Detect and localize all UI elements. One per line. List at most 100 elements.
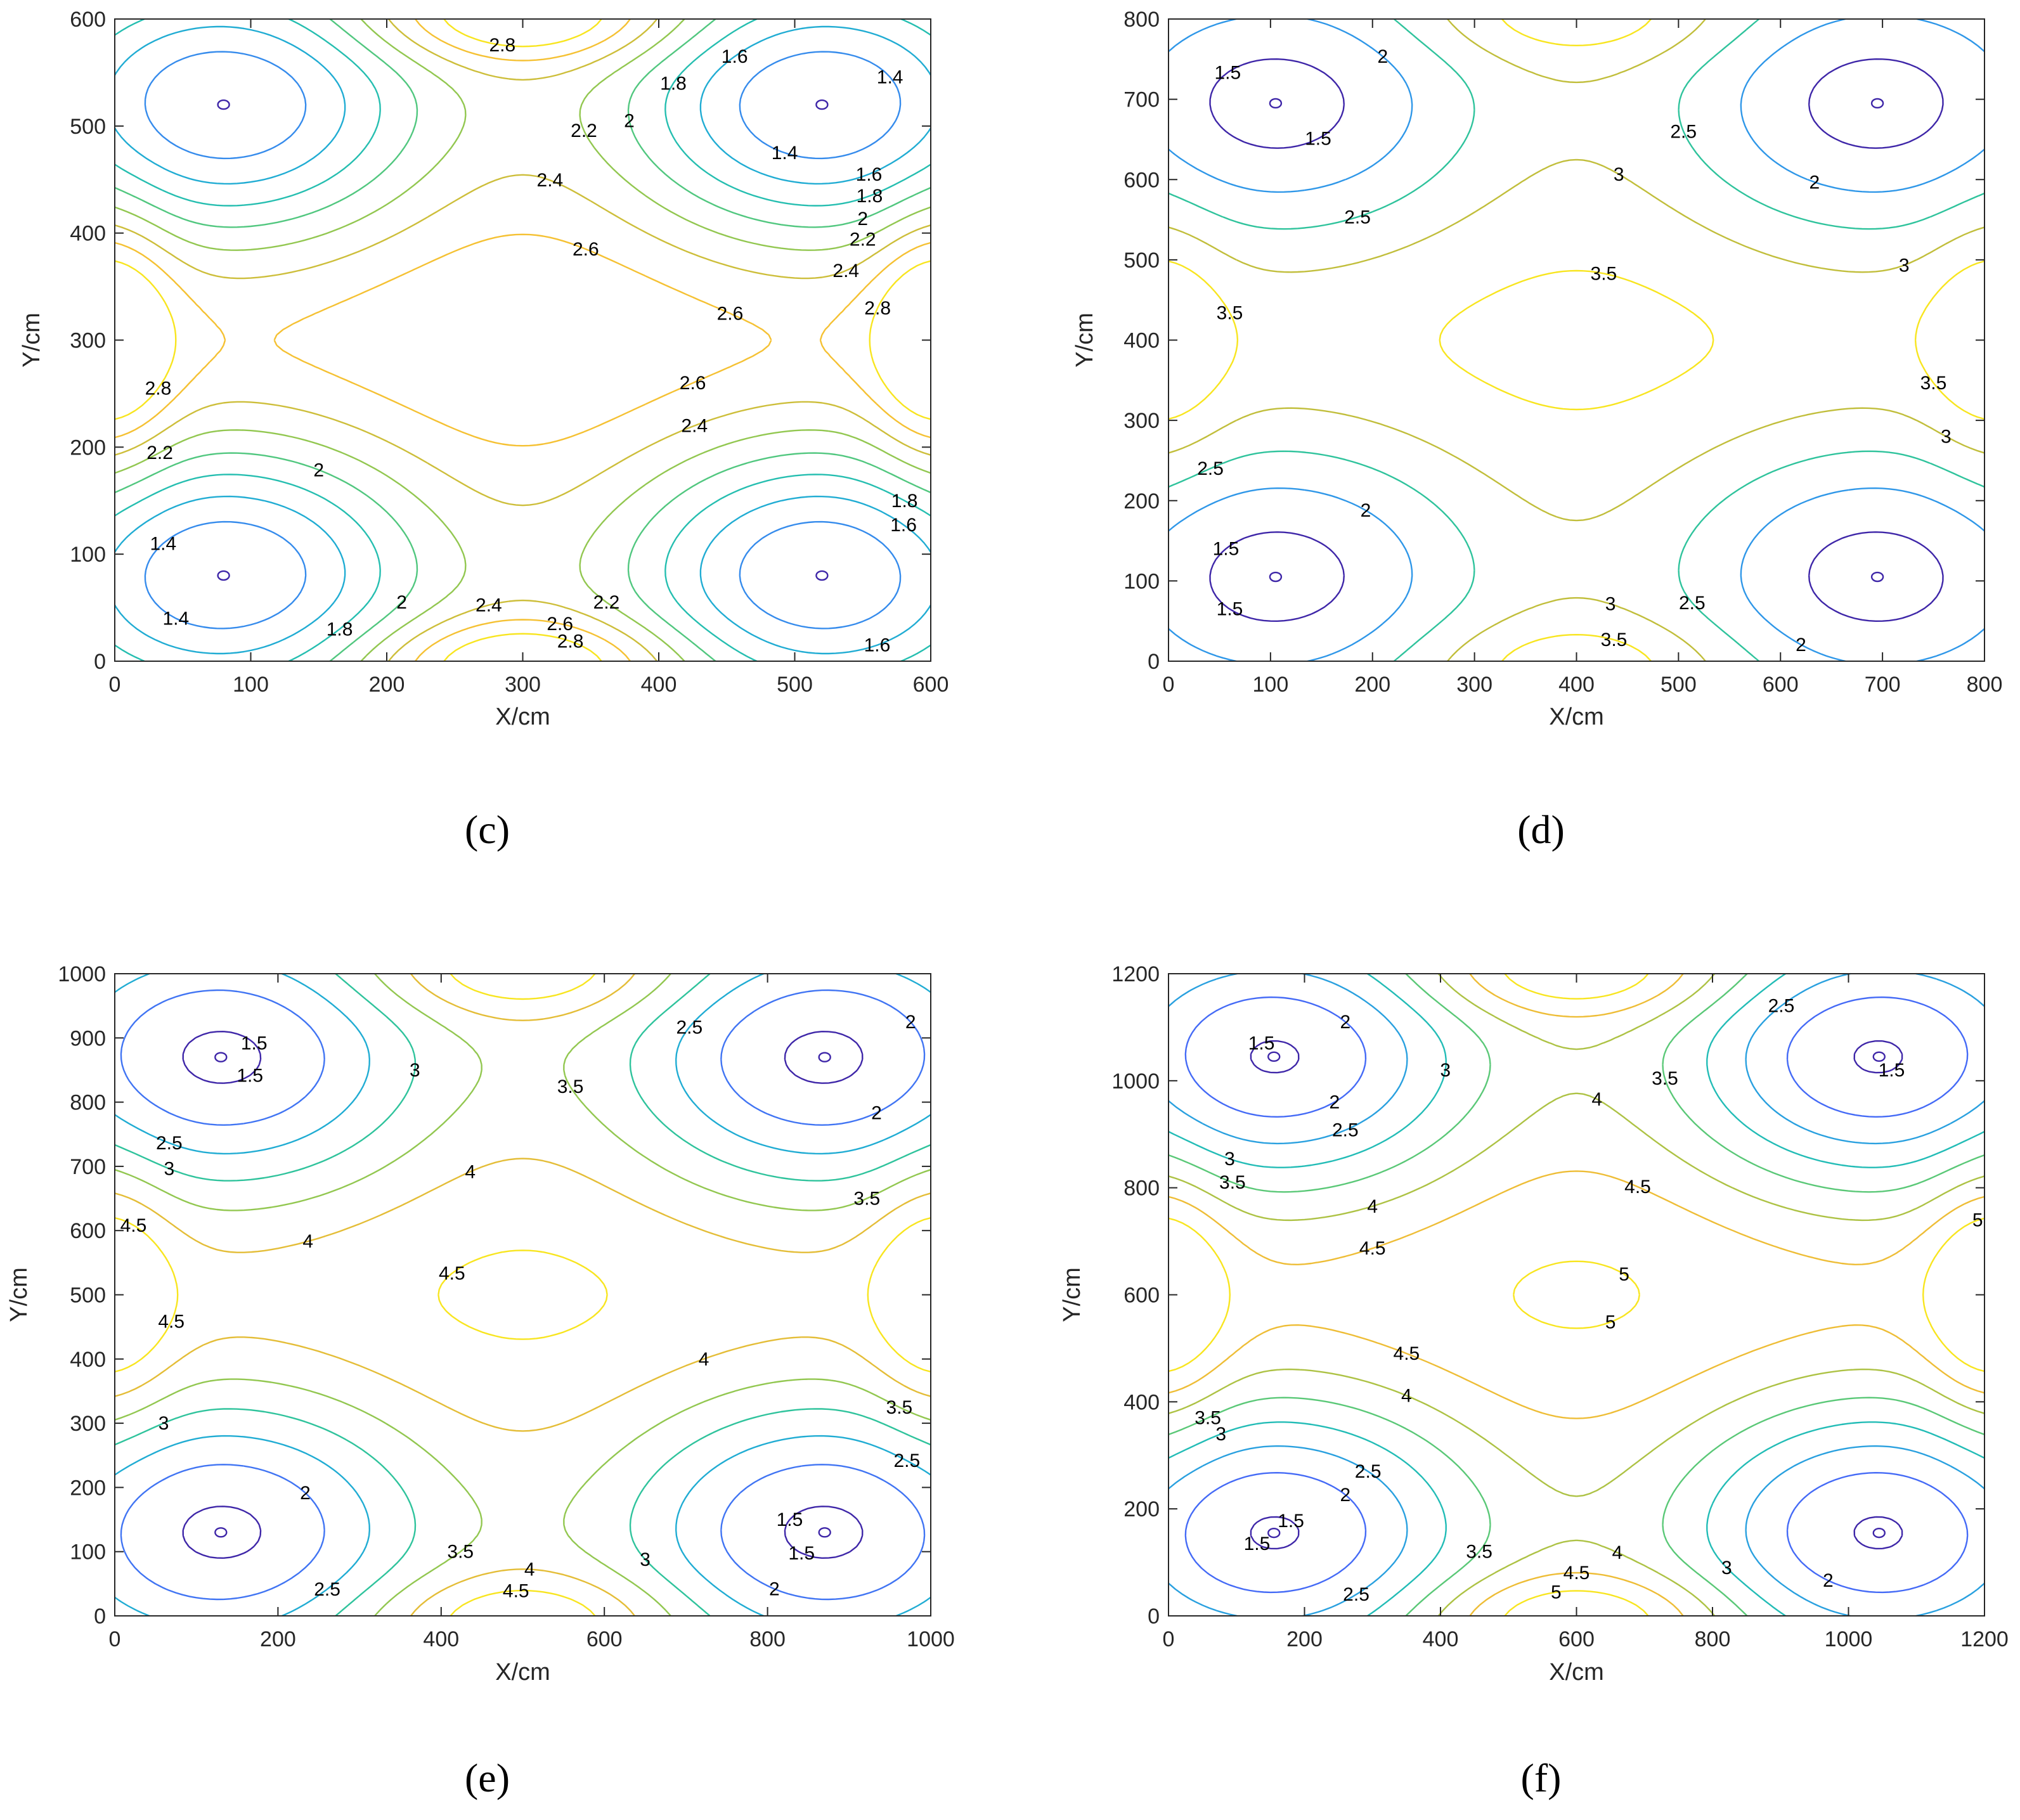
x-tick-label: 100 [233, 673, 269, 697]
contour-label: 1.6 [856, 164, 883, 185]
contour-label: 3 [410, 1060, 420, 1081]
contour-label: 3.5 [1652, 1068, 1678, 1089]
contour-label: 4.5 [1564, 1563, 1590, 1584]
contour-level-5 [1168, 973, 1985, 1617]
y-tick-label: 1200 [1111, 962, 1160, 986]
y-tick-label: 400 [70, 222, 106, 246]
contour-label: 5 [1619, 1264, 1629, 1285]
contour-label: 4 [524, 1559, 535, 1580]
contour-label: 5 [1972, 1210, 1983, 1231]
contour-label: 2 [624, 110, 635, 131]
contour-level-1-6 [113, 25, 932, 655]
contour-level-3-5 [114, 973, 931, 1617]
contour-label: 4 [1591, 1089, 1602, 1110]
minimum-marker [1267, 1051, 1281, 1062]
contour-level-2 [114, 18, 931, 662]
contour-level-4-5 [1168, 973, 1985, 1617]
y-tick-label: 100 [70, 543, 106, 567]
y-tick-label: 400 [70, 1348, 106, 1372]
y-tick-label: 200 [70, 436, 106, 460]
contour-label: 2.2 [850, 229, 876, 250]
contour-label: 3.5 [853, 1189, 880, 1210]
contour-label: 2 [871, 1102, 882, 1123]
axes-box [1168, 18, 1985, 662]
contour-lines [114, 972, 931, 1617]
contour-label: 1.5 [788, 1543, 815, 1564]
contour-label: 2 [313, 460, 324, 481]
panel-label: (e) [465, 1755, 510, 1800]
contour-label: 4 [1367, 1196, 1378, 1217]
contour-label: 2.6 [680, 373, 706, 394]
contour-level-2-5 [114, 972, 931, 1617]
y-tick-label: 200 [1123, 489, 1160, 513]
contour-label: 2.4 [832, 261, 859, 281]
minimum-marker [214, 1052, 228, 1062]
contour-label: 3 [1899, 255, 1910, 276]
contour-label: 2.8 [864, 298, 891, 319]
panel-e: 1.5 1.5 1.5 1.5 2 2 2 2 2.5 2.5 2.5 2.5 3 3 3 3 3.5 3.5 3.… [6, 962, 955, 1800]
contour-label: 4.5 [1624, 1177, 1651, 1197]
contour-labels: 1.51.51.51.522222.52.52.52.533333.53.53.… [1195, 996, 1983, 1606]
contour-label: 2.5 [1768, 996, 1795, 1017]
contour-label: 4.5 [1394, 1343, 1420, 1364]
contour-level-2-6 [114, 18, 931, 662]
panel-label: (d) [1517, 807, 1565, 852]
contour-level-2 [120, 989, 926, 1601]
contour-label: 3 [640, 1549, 651, 1570]
x-tick-label: 200 [260, 1627, 296, 1651]
x-tick-label: 0 [1163, 1627, 1175, 1651]
x-tick-label: 200 [369, 673, 405, 697]
y-tick-label: 500 [70, 1284, 106, 1308]
contour-label: 1.5 [1879, 1060, 1905, 1081]
x-tick-label: 600 [1763, 673, 1799, 697]
minimum-marker [815, 570, 829, 581]
x-axis-label: X/cm [1549, 704, 1604, 730]
contour-label: 2.2 [571, 120, 597, 141]
x-tick-label: 600 [913, 673, 949, 697]
minimum-marker [1269, 571, 1283, 583]
x-tick-label: 1000 [1825, 1627, 1873, 1651]
contour-level-2-5 [1168, 18, 1985, 662]
x-tick-label: 500 [1661, 673, 1697, 697]
y-tick-label: 600 [70, 1219, 106, 1243]
contour-label: 2.5 [676, 1017, 702, 1038]
y-tick-label: 200 [70, 1476, 106, 1500]
contour-level-3-5 [1168, 18, 1985, 662]
contour-level-1-5 [1250, 1040, 1903, 1550]
y-tick-label: 300 [1123, 409, 1160, 433]
contour-label: 2.5 [1343, 1584, 1369, 1605]
x-tick-label: 200 [1286, 1627, 1323, 1651]
contour-label: 2 [905, 1012, 916, 1033]
contour-label: 3 [1941, 426, 1952, 447]
contour-label: 3.5 [557, 1076, 584, 1097]
x-axis-label: X/cm [1549, 1659, 1604, 1686]
contour-label: 1.5 [236, 1065, 263, 1086]
contour-level-2 [1168, 18, 1985, 662]
x-tick-label: 100 [1253, 673, 1289, 697]
minimum-marker [1870, 98, 1884, 109]
contour-level-1-8 [114, 18, 931, 662]
contour-label: 1.4 [877, 67, 903, 87]
panel-label: (c) [465, 807, 510, 852]
contour-label: 4 [699, 1349, 709, 1370]
x-tick-label: 800 [749, 1627, 786, 1651]
contour-level-3 [1168, 973, 1985, 1617]
contour-label: 3.5 [1920, 373, 1947, 394]
x-tick-label: 600 [586, 1627, 623, 1651]
contour-label: 2.5 [1679, 593, 1706, 614]
contour-label: 1.4 [150, 533, 176, 554]
contour-labels: 1.51.51.51.522222.52.52.52.533333.53.53.… [1197, 46, 1951, 655]
contour-label: 2.6 [547, 614, 573, 635]
x-tick-label: 700 [1865, 673, 1901, 697]
contour-label: 3.5 [1217, 303, 1243, 324]
y-tick-label: 0 [94, 650, 106, 674]
x-tick-label: 600 [1558, 1627, 1595, 1651]
contour-label: 3 [164, 1159, 174, 1180]
contour-level-4 [114, 973, 931, 1617]
contour-label: 1.5 [241, 1033, 268, 1054]
contour-label: 3.5 [1601, 629, 1628, 650]
minimum-marker [818, 1527, 831, 1538]
y-tick-label: 0 [94, 1604, 106, 1629]
y-tick-label: 200 [1123, 1497, 1160, 1521]
